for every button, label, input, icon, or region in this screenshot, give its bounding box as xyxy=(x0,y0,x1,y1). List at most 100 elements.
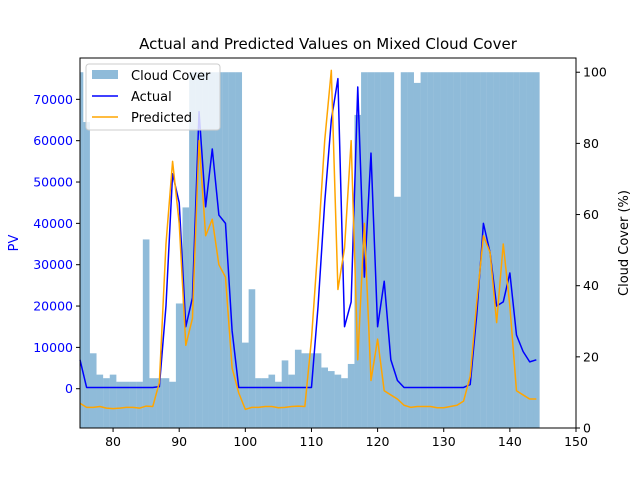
x-axis: 80 90 100 110 120 130 140 150 xyxy=(105,428,588,449)
x-tick-label: 80 xyxy=(105,434,121,449)
legend-label-cloud-cover: Cloud Cover xyxy=(131,69,211,84)
y-left-tick-label: 40000 xyxy=(33,216,73,231)
series-line-actual xyxy=(79,77,537,389)
x-tick-label: 140 xyxy=(498,434,522,449)
legend-swatch-cloud-cover xyxy=(92,70,118,79)
cloud-cover-bar xyxy=(83,122,90,428)
cloud-cover-bar xyxy=(222,72,229,428)
y-left-tick-label: 20000 xyxy=(33,299,73,314)
y-left-tick-label: 70000 xyxy=(33,92,73,107)
cloud-cover-bar xyxy=(394,196,401,428)
cloud-cover-bar xyxy=(374,72,381,428)
y-right-tick-label: 100 xyxy=(583,65,607,80)
cloud-cover-bar xyxy=(235,72,243,428)
cloud-cover-bar xyxy=(208,72,216,428)
cloud-cover-bar xyxy=(122,381,130,428)
cloud-cover-bar xyxy=(129,381,137,428)
cloud-cover-bar xyxy=(96,374,104,428)
cloud-cover-bar xyxy=(281,360,289,428)
y-left-tick-label: 0 xyxy=(65,381,73,396)
cloud-cover-bar xyxy=(328,371,335,428)
cloud-cover-bar xyxy=(195,72,203,428)
cloud-cover-bar xyxy=(116,381,123,428)
cloud-cover-bar xyxy=(321,367,328,428)
y-right-tick-label: 60 xyxy=(583,207,599,222)
series-lines xyxy=(79,69,537,411)
y-axis-right: 0 20 40 60 80 100 xyxy=(576,65,607,436)
cloud-cover-bar xyxy=(519,72,527,428)
cloud-cover-bar xyxy=(453,72,461,428)
cloud-cover-bar xyxy=(506,72,514,428)
cloud-cover-bar xyxy=(202,72,209,428)
cloud-cover-bar xyxy=(301,353,309,428)
cloud-cover-bar xyxy=(109,374,117,428)
cloud-cover-bar xyxy=(533,72,540,428)
cloud-cover-bar xyxy=(136,381,143,428)
cloud-cover-bar xyxy=(288,374,295,428)
plot-frame xyxy=(79,57,577,429)
x-tick-label: 90 xyxy=(171,434,187,449)
cloud-cover-bar xyxy=(248,289,256,428)
cloud-cover-bar xyxy=(466,72,474,428)
cloud-cover-bar xyxy=(341,378,348,428)
y-axis-left-title: PV xyxy=(7,235,22,252)
cloud-cover-bar xyxy=(526,72,534,428)
y-left-tick-label: 30000 xyxy=(33,257,73,272)
cloud-cover-bar xyxy=(149,378,157,428)
series-line-predicted xyxy=(79,69,537,411)
cloud-cover-bar xyxy=(473,72,481,428)
x-tick-label: 130 xyxy=(432,434,456,449)
cloud-cover-bar xyxy=(80,72,84,428)
x-tick-label: 150 xyxy=(564,434,588,449)
cloud-cover-bar xyxy=(142,239,150,428)
cloud-cover-bar xyxy=(433,72,441,428)
cloud-cover-bar xyxy=(242,342,249,428)
cloud-cover-bar xyxy=(255,378,262,428)
cloud-cover-bar xyxy=(493,72,500,428)
cloud-cover-bar xyxy=(347,363,355,428)
cloud-cover-bar xyxy=(294,349,302,428)
cloud-cover-bar xyxy=(215,72,223,428)
legend: Cloud Cover Actual Predicted xyxy=(85,63,221,131)
cloud-cover-bar xyxy=(361,72,368,428)
cloud-cover-bar xyxy=(268,374,276,428)
y-left-tick-label: 50000 xyxy=(33,175,73,190)
cloud-cover-bar xyxy=(407,72,414,428)
cloud-cover-bar xyxy=(513,72,520,428)
y-axis-right-title: Cloud Cover (%) xyxy=(617,190,632,296)
cloud-cover-bar xyxy=(314,353,322,428)
cloud-cover-bars xyxy=(80,72,540,429)
y-left-tick-label: 60000 xyxy=(33,133,73,148)
cloud-cover-bar xyxy=(189,72,196,428)
cloud-cover-bar xyxy=(169,381,176,428)
cloud-cover-bar xyxy=(89,353,97,428)
legend-box xyxy=(85,63,221,131)
cloud-cover-bar xyxy=(447,72,454,428)
cloud-cover-bar xyxy=(460,72,467,428)
cloud-cover-bar xyxy=(275,381,282,428)
legend-label-predicted: Predicted xyxy=(131,111,192,126)
y-right-tick-label: 80 xyxy=(583,136,599,151)
cloud-cover-bar xyxy=(413,82,421,429)
cloud-cover-bar xyxy=(427,72,434,428)
cloud-cover-bar xyxy=(380,72,388,428)
cloud-cover-bar xyxy=(480,72,487,428)
cloud-cover-bar xyxy=(162,378,170,428)
x-tick-label: 110 xyxy=(300,434,324,449)
cloud-cover-bar xyxy=(387,72,395,428)
cloud-cover-bar xyxy=(228,72,236,428)
cloud-cover-bar xyxy=(400,72,408,428)
y-right-tick-label: 20 xyxy=(583,349,599,364)
y-axis-left: 0 10000 20000 30000 40000 50000 60000 70000 xyxy=(33,92,80,396)
cloud-cover-bar xyxy=(420,72,428,428)
cloud-cover-bar xyxy=(354,114,362,429)
cloud-cover-bar xyxy=(440,72,448,428)
chart-title: Actual and Predicted Values on Mixed Clo… xyxy=(139,35,518,53)
cloud-cover-bar xyxy=(175,303,183,428)
x-tick-label: 120 xyxy=(366,434,390,449)
cloud-cover-bar xyxy=(367,72,375,428)
y-left-tick-label: 10000 xyxy=(33,340,73,355)
cloud-cover-bar xyxy=(156,378,163,428)
cloud-cover-bar xyxy=(308,353,315,428)
